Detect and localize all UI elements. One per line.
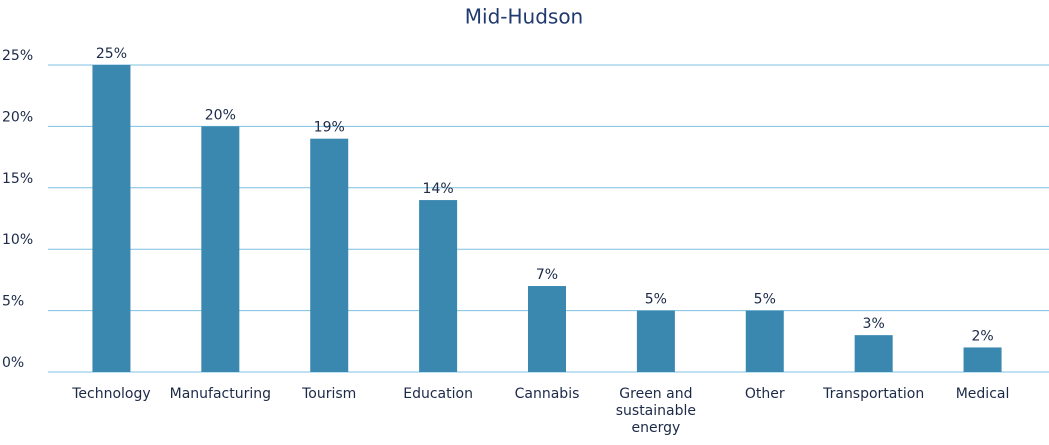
data-label: 19% (314, 120, 345, 136)
data-label: 5% (754, 292, 776, 308)
bar (528, 286, 566, 372)
bar (419, 200, 458, 372)
chart-title: Mid-Hudson (465, 5, 583, 29)
x-tick-label: Manufacturing (169, 386, 272, 402)
bar (636, 310, 675, 372)
x-tick-label: Transportation (823, 386, 925, 402)
data-label: 7% (536, 267, 558, 283)
data-label: 3% (863, 316, 885, 332)
data-label: 2% (971, 328, 993, 344)
bar (201, 126, 240, 373)
y-tick-label: 5% (2, 294, 24, 310)
bar (854, 335, 893, 372)
y-tick-label: 20% (2, 109, 33, 125)
y-tick-label: 10% (2, 232, 33, 248)
data-label: 20% (205, 107, 236, 123)
x-tick-label: Technology (72, 386, 151, 402)
y-tick-label: 0% (2, 355, 24, 371)
x-tick-label: Education (403, 386, 473, 402)
x-tick-label: Other (744, 386, 785, 402)
bar (745, 310, 784, 372)
x-tick-label: Tourism (302, 386, 357, 402)
x-tick-label: Cannabis (514, 386, 580, 402)
data-label: 5% (645, 292, 667, 308)
y-tick-label: 25% (2, 48, 33, 64)
bar (92, 65, 131, 372)
x-tick-label: Medical (955, 386, 1010, 402)
bar (310, 138, 349, 372)
data-label: 25% (96, 46, 127, 62)
bar (963, 347, 1002, 372)
y-tick-label: 15% (2, 171, 33, 187)
data-label: 14% (423, 181, 454, 197)
x-tick-label: Green and sustainable energy (615, 386, 696, 436)
